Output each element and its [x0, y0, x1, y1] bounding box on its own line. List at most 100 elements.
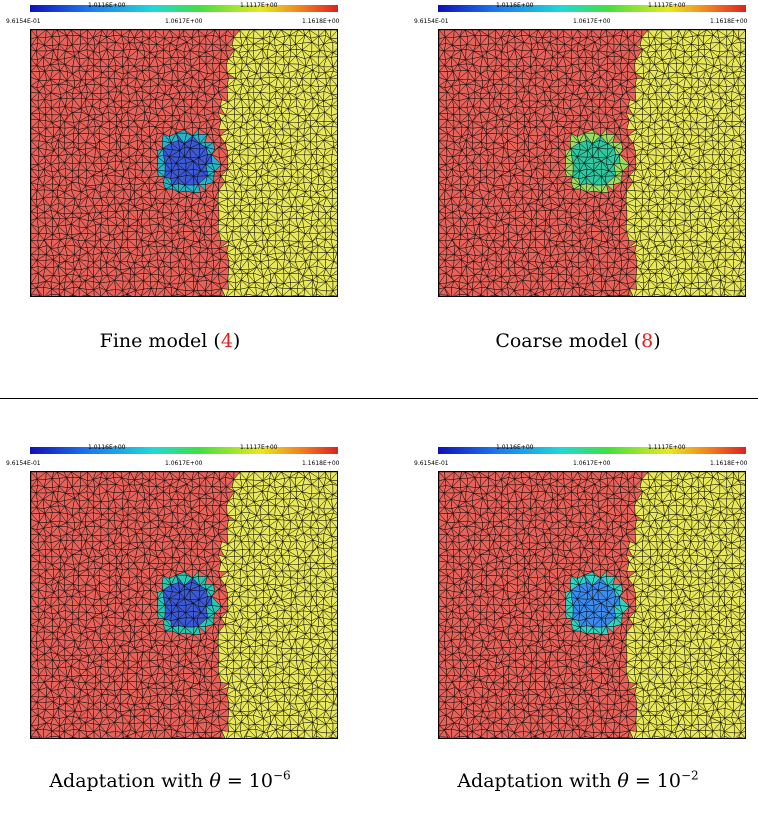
equation-ref-link[interactable]: 4 [220, 330, 233, 352]
mesh-triangle [744, 85, 745, 86]
caption-close: ) [232, 330, 241, 352]
mesh-triangle [336, 122, 337, 123]
mesh-triangle [140, 295, 142, 296]
colorbar-tick-top-1: 1.0116E+00 [88, 2, 126, 9]
mesh-triangle [256, 295, 257, 296]
mesh-triangle [336, 85, 337, 86]
mesh-triangle [332, 48, 337, 53]
mesh-triangle [184, 295, 187, 296]
mesh-triangle [140, 295, 142, 296]
colorbar-tick-bottom-3: 1.1618E+00 [302, 18, 340, 25]
mesh-triangle [282, 295, 293, 296]
mesh-triangle [313, 293, 317, 296]
mesh-triangle [100, 295, 101, 296]
colorbar-tick-bottom-2: 1.0617E+00 [573, 18, 611, 25]
mesh-triangle [87, 294, 92, 296]
colorbar: 1.0116E+00 1.1117E+00 [438, 2, 746, 12]
mesh-triangle [245, 293, 258, 296]
mesh-triangle [333, 296, 338, 297]
mesh-triangle [744, 134, 745, 135]
mesh-triangle [316, 293, 322, 296]
mesh-triangle [282, 295, 283, 296]
mesh-triangle [210, 294, 221, 296]
mesh-triangle [336, 252, 337, 254]
mesh-triangle [219, 288, 226, 296]
panel-fine-model: 1.0116E+00 1.1117E+00 9.6154E-01 1.0617E… [0, 0, 340, 353]
mesh-triangle [200, 295, 207, 296]
colorbar-tick-bottom-2: 1.0617E+00 [165, 18, 203, 25]
mesh-triangle [337, 211, 338, 221]
mesh-triangle [163, 287, 173, 296]
mesh-triangle [46, 293, 52, 296]
mesh-triangle [336, 85, 337, 87]
mesh-triangle [94, 297, 101, 298]
caption-text: Fine model ( [99, 330, 221, 352]
mesh-triangle [256, 295, 258, 296]
mesh-svg [439, 30, 745, 296]
mesh-triangle [330, 113, 337, 123]
mesh-triangle [337, 134, 338, 144]
colorbar-tick-top-2: 1.1117E+00 [648, 2, 686, 9]
colorbar: 1.0116E+00 1.1117E+00 [30, 2, 338, 12]
mesh-triangle [303, 288, 312, 296]
mesh-triangle [205, 295, 212, 296]
colorbar-tick-bottom-1: 9.6154E-01 [6, 18, 41, 25]
mesh-triangle [63, 289, 74, 296]
mesh-triangle [192, 290, 202, 296]
mesh-triangle [134, 290, 142, 296]
mesh-triangle [200, 295, 202, 296]
mesh-triangle [744, 85, 745, 86]
mesh-triangle [272, 295, 279, 296]
mesh-triangle [336, 253, 337, 254]
mesh-triangle [336, 85, 337, 87]
mesh-triangle [298, 294, 300, 296]
panel-coarse-model: 1.0116E+00 1.1117E+00 9.6154E-01 1.0617E… [408, 0, 748, 353]
mesh-triangle [171, 295, 173, 296]
mesh-triangle [31, 294, 33, 296]
mesh-triangle [101, 297, 109, 298]
mesh-triangle [336, 122, 337, 123]
mesh-triangle [260, 289, 270, 296]
mesh-triangle [184, 295, 186, 296]
mesh-triangle [171, 294, 178, 296]
mesh-triangle [337, 295, 338, 297]
mesh-triangle [336, 252, 337, 253]
mesh-triangle [184, 295, 186, 296]
mesh-triangle [260, 295, 265, 296]
colorbar-tick-bottom-3: 1.1618E+00 [710, 18, 748, 25]
mesh-triangle [163, 295, 173, 296]
mesh-plot [438, 29, 746, 297]
mesh-triangle [176, 294, 186, 296]
mesh-triangle [315, 289, 324, 296]
mesh-triangle [59, 294, 61, 296]
mesh-triangle [171, 295, 173, 296]
mesh-triangle [141, 295, 143, 296]
mesh-triangle [282, 295, 283, 296]
mesh-triangle [256, 295, 262, 296]
mesh-triangle [148, 287, 155, 296]
mesh-plot [30, 29, 338, 297]
mesh-triangle [51, 293, 61, 296]
mesh-triangle [39, 294, 42, 296]
mesh-triangle [226, 296, 235, 297]
mesh-triangle [81, 294, 88, 296]
mesh-triangle [72, 294, 74, 296]
mesh-triangle [333, 252, 337, 263]
mesh-triangle [336, 252, 337, 254]
mesh-triangle [163, 295, 165, 296]
mesh-triangle [336, 134, 337, 135]
mesh-triangle [140, 295, 142, 296]
mesh-triangle [297, 294, 305, 296]
mesh-triangle [126, 293, 130, 296]
mesh-triangle [31, 294, 41, 296]
mesh-triangle [328, 294, 332, 296]
mesh-triangle [126, 293, 132, 296]
mesh-triangle [219, 294, 223, 296]
mesh-triangle [86, 293, 90, 296]
colorbar-tick-bottom-1: 9.6154E-01 [414, 18, 449, 25]
mesh-triangle [210, 295, 212, 296]
mesh-triangle [234, 296, 243, 297]
mesh-triangle [744, 85, 745, 87]
mesh-triangle [93, 289, 101, 296]
caption-fine-model: Fine model (4) [0, 330, 340, 352]
